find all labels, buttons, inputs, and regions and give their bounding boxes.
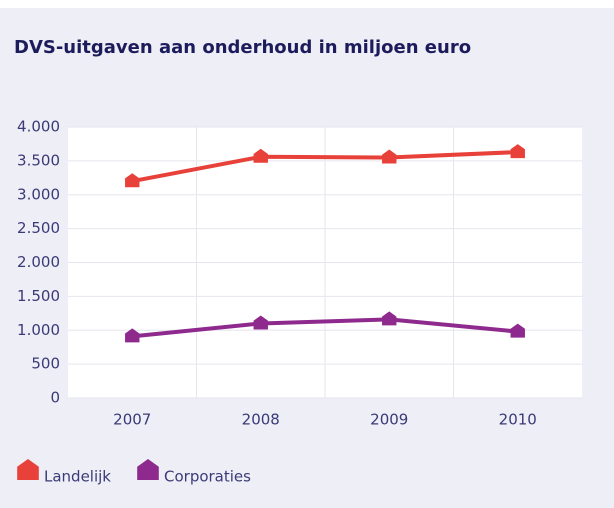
legend-icon	[137, 459, 159, 480]
series-line	[131, 150, 518, 184]
y-tick-label: 3.000	[17, 185, 60, 203]
x-tick-label: 2008	[242, 411, 280, 429]
x-tick-label: 2007	[113, 411, 151, 429]
x-tick-label: 2010	[499, 411, 537, 429]
chart-title: DVS-uitgaven aan onderhoud in miljoen eu…	[14, 37, 471, 58]
point-marker	[510, 323, 525, 338]
point-marker	[382, 149, 397, 164]
y-tick-label: 1.500	[17, 287, 60, 305]
y-tick-label: 500	[31, 355, 60, 373]
point-marker	[382, 311, 397, 326]
y-tick-label: 2.000	[17, 253, 60, 271]
y-tick-label: 1.000	[17, 321, 60, 339]
point-marker	[253, 315, 268, 330]
y-tick-label: 3.500	[17, 151, 60, 169]
legend-label: Corporaties	[164, 468, 251, 486]
y-tick-label: 2.500	[17, 219, 60, 237]
point-marker	[125, 328, 140, 343]
series-line	[132, 317, 518, 339]
y-tick-label: 4.000	[17, 118, 60, 136]
legend-icon	[17, 459, 39, 480]
point-marker	[510, 144, 525, 159]
point-marker	[125, 173, 140, 188]
y-tick-label: 0	[50, 389, 60, 407]
legend-label: Landelijk	[44, 468, 111, 486]
point-marker	[253, 148, 268, 163]
x-tick-label: 2009	[370, 411, 408, 429]
